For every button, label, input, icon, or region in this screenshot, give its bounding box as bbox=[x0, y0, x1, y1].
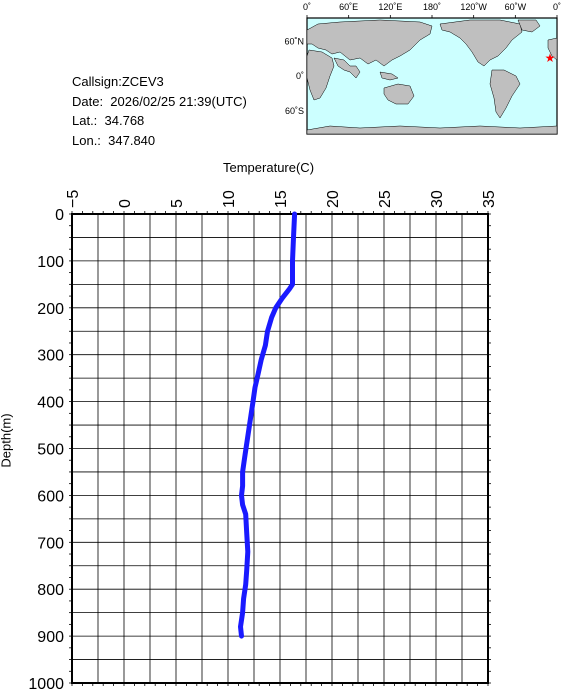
x-tick-labels: −5 0 5 10 15 20 25 30 35 bbox=[65, 190, 498, 208]
y-tick-label: 800 bbox=[37, 582, 64, 599]
y-tick-label: 0 bbox=[55, 207, 64, 224]
map-lon-label: 0˚ bbox=[553, 2, 561, 12]
y-tick-label: 100 bbox=[37, 254, 64, 271]
star-icon: ★ bbox=[545, 51, 556, 65]
y-tick-label: 400 bbox=[37, 395, 64, 412]
x-tick-label: 35 bbox=[481, 190, 498, 208]
x-tick-label: −5 bbox=[65, 190, 82, 208]
y-tick-label: 700 bbox=[37, 535, 64, 552]
map-lon-label: 120˚E bbox=[378, 2, 402, 12]
date-text: Date: 2026/02/25 21:39(UTC) bbox=[72, 93, 247, 109]
x-tick-label: 20 bbox=[325, 190, 342, 208]
y-tick-label: 900 bbox=[37, 629, 64, 646]
map-lon-label: 60˚W bbox=[505, 2, 527, 12]
x-tick-label: 25 bbox=[377, 190, 394, 208]
callsign-text: Callsign:ZCEV3 bbox=[72, 74, 164, 89]
map-lat-labels: 60˚N 0˚ 60˚S bbox=[284, 36, 304, 116]
map-lon-label: 120˚W bbox=[460, 2, 487, 12]
y-tick-label: 500 bbox=[37, 442, 64, 459]
x-tick-label: 30 bbox=[429, 190, 446, 208]
y-tick-labels: 0 100 200 300 400 500 600 700 800 900 1000 bbox=[28, 207, 64, 690]
map-lon-label: 180˚ bbox=[423, 2, 441, 12]
map-lat-label: 60˚N bbox=[284, 36, 304, 46]
y-tick-label: 300 bbox=[37, 348, 64, 365]
chart-grid bbox=[69, 211, 491, 686]
latitude-text: Lat.: 34.768 bbox=[72, 113, 145, 128]
longitude-text: Lon.: 347.840 bbox=[72, 132, 156, 148]
x-tick-label: 0 bbox=[117, 199, 134, 208]
chart-frame bbox=[71, 213, 489, 684]
y-tick-label: 200 bbox=[37, 301, 64, 318]
x-tick-label: 15 bbox=[273, 190, 290, 208]
temperature-profile-line bbox=[238, 211, 298, 639]
y-tick-label: 600 bbox=[37, 488, 64, 505]
x-tick-label: 5 bbox=[169, 199, 186, 208]
map-lat-label: 60˚S bbox=[285, 106, 304, 116]
map-land bbox=[306, 19, 558, 135]
x-axis-label: Temperature(C) bbox=[223, 160, 315, 175]
map-lon-label: 60˚E bbox=[339, 2, 358, 12]
y-tick-label: 1000 bbox=[28, 676, 64, 690]
station-info: Callsign:ZCEV3 Date: 2026/02/25 21:39(UT… bbox=[72, 72, 247, 150]
map-lat-label: 0˚ bbox=[296, 71, 304, 81]
map-lon-labels: 0˚ 60˚E 120˚E 180˚ 120˚W 60˚W 0˚ bbox=[303, 2, 561, 18]
world-map: ★ 0˚ 60˚E 120˚E 180˚ 120˚W 60˚W 0˚ 60˚N 0˚ 60˚S bbox=[284, 2, 561, 135]
x-tick-label: 10 bbox=[221, 190, 238, 208]
y-axis-label: Depth(m) bbox=[0, 413, 14, 468]
map-lon-label: 0˚ bbox=[303, 2, 311, 12]
